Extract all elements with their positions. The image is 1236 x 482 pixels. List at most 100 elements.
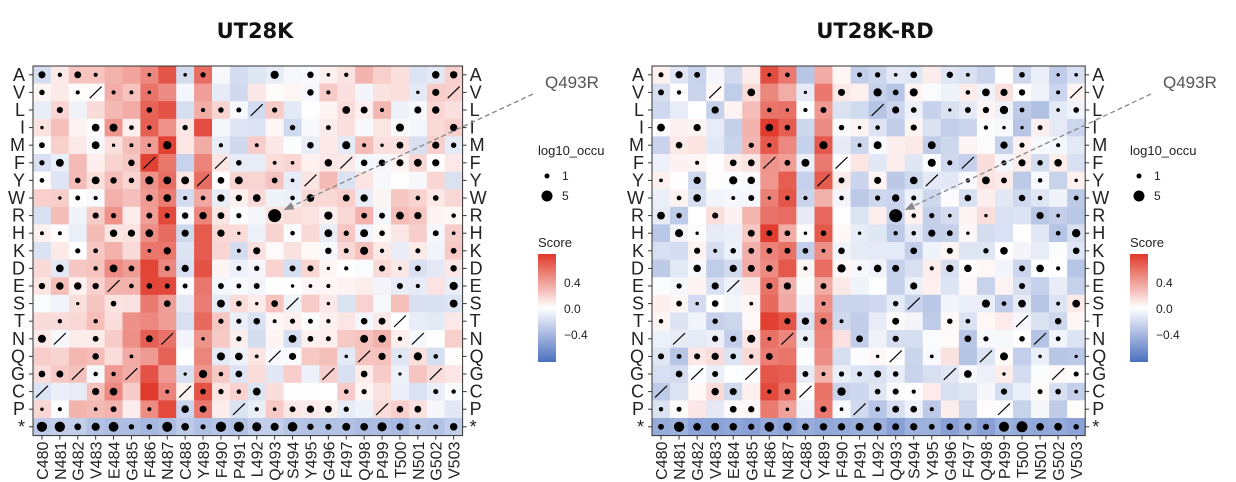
heatmap-cell (796, 206, 815, 225)
heatmap-cell (1031, 101, 1050, 120)
column-label: N481 (672, 441, 689, 479)
heatmap-cell (265, 118, 284, 137)
occurrence-dot (676, 195, 682, 201)
row-label-left: L (634, 100, 644, 120)
heatmap-cell (50, 136, 70, 155)
heatmap-cell (265, 242, 284, 260)
occurrence-dot (272, 319, 277, 324)
heatmap-cell (104, 347, 123, 366)
heatmap-cell (301, 382, 320, 401)
occurrence-dot (857, 143, 862, 148)
wildtype-slash (762, 156, 776, 170)
heatmap-cell (68, 118, 88, 137)
heatmap-cell (50, 347, 70, 366)
row-label-right: S (1092, 294, 1104, 314)
occurrence-dot (449, 71, 458, 79)
occurrence-dot (57, 231, 62, 236)
heatmap-cell (670, 171, 689, 190)
occurrence-dot (874, 370, 882, 378)
color-legend-tick-label: 0.0 (564, 302, 581, 316)
heatmap-cell (1067, 206, 1086, 225)
heatmap-cell (688, 206, 707, 225)
occurrence-dot (307, 141, 314, 149)
heatmap-cell (33, 206, 52, 225)
heatmap-cell (391, 242, 410, 260)
heatmap-cell (176, 312, 195, 331)
occurrence-dot (1056, 301, 1061, 306)
heatmap-cell (122, 330, 141, 348)
occurrence-dot (433, 424, 439, 430)
heatmap-cell (247, 66, 267, 84)
occurrence-dot (290, 230, 295, 236)
occurrence-dot (1073, 371, 1079, 377)
occurrence-dot (983, 125, 989, 130)
occurrence-dot (432, 230, 439, 237)
occurrence-dot (965, 318, 971, 324)
wildtype-slash (871, 103, 885, 117)
row-label-left: W (627, 188, 644, 208)
row-label-left: M (629, 135, 644, 155)
occurrence-dot (326, 90, 331, 95)
occurrence-dot (109, 123, 118, 132)
occurrence-dot (1001, 301, 1007, 306)
row-label-right: C (470, 382, 483, 402)
heatmap-cell (408, 382, 428, 401)
occurrence-dot (92, 353, 99, 360)
row-label-left: I (639, 118, 644, 138)
heatmap-cell (355, 400, 374, 419)
heatmap-cell (122, 242, 141, 260)
heatmap-cell (778, 294, 797, 313)
occurrence-dot (432, 106, 440, 114)
heatmap-cell (922, 365, 942, 384)
occurrence-dot (820, 230, 827, 236)
heatmap-cell (652, 365, 671, 384)
occurrence-dot (396, 423, 404, 431)
wildtype-slash (853, 402, 867, 416)
occurrence-dot (981, 299, 990, 308)
heatmap-cell (33, 347, 52, 366)
heatmap-cell (1013, 365, 1032, 384)
occurrence-dot (766, 282, 773, 290)
occurrence-dot (1036, 264, 1044, 273)
row-label-right: A (470, 65, 482, 85)
occurrence-dot (324, 211, 333, 220)
occurrence-dot (236, 107, 242, 113)
occurrence-dot (181, 264, 189, 272)
heatmap-cell (68, 382, 88, 401)
occurrence-dot (695, 301, 699, 306)
heatmap-cell (373, 365, 392, 384)
occurrence-dot (38, 282, 46, 290)
row-label-right: H (1092, 223, 1105, 243)
occurrence-dot (451, 213, 456, 218)
occurrence-dot (910, 247, 918, 255)
heatmap-cell (33, 242, 52, 260)
column-label: N487 (780, 441, 797, 479)
heatmap-cell (194, 224, 213, 243)
occurrence-dot (998, 421, 1009, 432)
color-legend-tick-label: −0.4 (564, 328, 588, 342)
heatmap-cell (426, 242, 446, 260)
heatmap-cell (1031, 294, 1050, 313)
occurrence-dot (128, 159, 135, 167)
wildtype-slash (817, 174, 830, 187)
occurrence-dot (730, 248, 737, 254)
column-label: C480 (654, 441, 671, 479)
occurrence-dot (54, 421, 65, 432)
row-label-left: Y (632, 170, 644, 190)
heatmap-cell (283, 206, 302, 225)
occurrence-dot (413, 352, 422, 361)
heatmap-cell (158, 347, 177, 366)
column-label: Q498 (979, 441, 996, 480)
occurrence-dot (801, 317, 810, 325)
occurrence-dot (147, 90, 152, 95)
heatmap-cell (742, 66, 761, 84)
heatmap-cell (283, 382, 302, 401)
occurrence-dot (218, 318, 224, 324)
panel-ut28k-rd: UT28K-RDA AV VL LI IM MF FY YW WR RH HK KD DE ES ST TN N… (627, 19, 1217, 481)
column-labels: C480 N481 G482 V483 E484 G485 F486 N487 C488 Y489… (654, 435, 1086, 481)
occurrence-dot (676, 212, 682, 219)
occurrence-dot (766, 265, 773, 272)
heatmap-cell (778, 347, 797, 366)
occurrence-dot (947, 160, 953, 166)
heatmap-cell (301, 101, 320, 120)
